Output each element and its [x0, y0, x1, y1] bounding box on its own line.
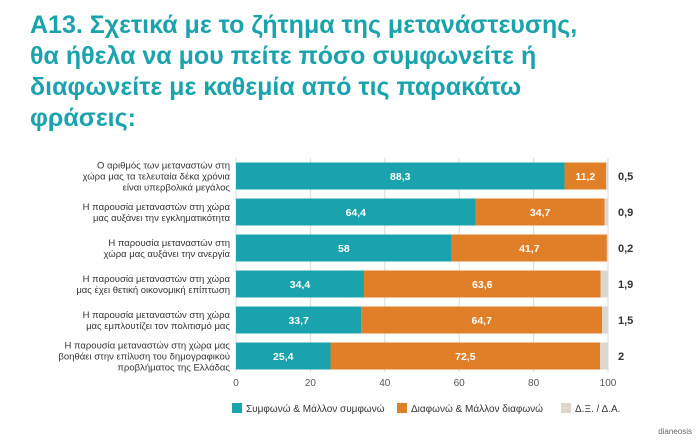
- x-tick-label: 100: [600, 378, 617, 389]
- category-label: Η παρουσία μεταναστών στη χώρα μας: [64, 341, 230, 352]
- data-label: 63,6: [472, 279, 493, 291]
- legend-label: Συμφωνώ & Μάλλον συμφωνώ: [246, 403, 385, 415]
- data-label: 0,9: [618, 207, 633, 219]
- legend-label: Διαφωνώ & Μάλλον διαφωνώ: [411, 403, 543, 415]
- category-label: μας έχει θετική οικονομική επίπτωση: [76, 285, 230, 296]
- bar-segment: [475, 198, 605, 226]
- data-label: 2: [618, 351, 624, 363]
- category-label: προβλήματος της Ελλάδας: [117, 363, 230, 374]
- data-label: 64,7: [471, 315, 492, 327]
- bar-segment: [236, 198, 476, 226]
- data-label: 33,7: [288, 315, 309, 327]
- data-label: 1,9: [618, 279, 633, 291]
- title-line: θα ήθελα να μου πείτε πόσο συμφωνείτε ή: [30, 42, 537, 70]
- category-label: χώρα μας αυξάνει την ανεργία: [104, 249, 231, 260]
- category-label: είναι υπερβολικά μεγάλος: [123, 183, 231, 194]
- x-tick-label: 80: [528, 378, 540, 389]
- data-label: 34,4: [290, 279, 311, 291]
- x-tick-label: 0: [233, 378, 239, 389]
- data-label: 88,3: [390, 171, 411, 183]
- category-label: Η παρουσία μεταναστών στη χώρα: [83, 274, 231, 285]
- data-label: 11,2: [575, 171, 595, 183]
- data-label: 41,7: [519, 243, 540, 255]
- bar-segment: [330, 342, 601, 370]
- bar-segment: [600, 342, 608, 370]
- legend-label: Δ.Ξ. / Δ.Α.: [575, 404, 620, 415]
- x-tick-label: 40: [379, 378, 391, 389]
- data-label: 58: [338, 243, 350, 255]
- data-label: 0,5: [618, 171, 633, 183]
- bar-segment: [604, 198, 608, 226]
- data-label: 64,4: [346, 207, 367, 219]
- x-tick-label: 20: [305, 378, 317, 389]
- category-label: Η παρουσία μεταναστών στη: [108, 238, 230, 249]
- data-label: 34,7: [530, 207, 551, 219]
- bar-segment: [236, 342, 331, 370]
- data-label: 1,5: [618, 315, 633, 327]
- title-line: φράσεις:: [30, 104, 136, 132]
- bar-segment: [236, 162, 565, 190]
- category-label: χώρα μας τα τελευταία δέκα χρόνια: [83, 172, 231, 183]
- chart-title: Α13. Σχετικά με το ζήτημα της μετανάστευ…: [30, 10, 650, 134]
- bar-segment: [361, 306, 603, 334]
- bar-segment: [236, 270, 364, 298]
- category-label: Η παρουσία μεταναστών στη χώρα: [83, 202, 231, 213]
- category-label: βοηθάει στην επίλυση του δημογραφικού: [58, 352, 230, 363]
- bar-segment: [236, 306, 362, 334]
- bar-segment: [602, 306, 608, 334]
- legend-swatch: [232, 403, 242, 413]
- data-label: 0,2: [618, 243, 633, 255]
- bar-segment: [606, 234, 608, 262]
- bar-segment: [363, 270, 601, 298]
- data-label: 25,4: [273, 351, 294, 363]
- x-tick-label: 60: [454, 378, 466, 389]
- bar-segment: [564, 162, 607, 190]
- title-line: Α13. Σχετικά με το ζήτημα της μετανάστευ…: [30, 11, 578, 39]
- category-label: μας αυξάνει την εγκληματικότητα: [93, 213, 231, 224]
- title-line: διαφωνείτε με καθεμία από τις παρακάτω: [30, 73, 522, 101]
- legend-swatch: [397, 403, 407, 413]
- category-label: μας εμπλουτίζει τον πολιτισμό μας: [86, 321, 230, 332]
- legend-swatch: [561, 403, 571, 413]
- category-label: Ο αριθμός των μεταναστών στη: [97, 161, 230, 172]
- bar-segment: [236, 234, 452, 262]
- bar-segment: [451, 234, 607, 262]
- bar-segment: [606, 162, 608, 190]
- data-label: 72,5: [455, 351, 476, 363]
- bar-segment: [600, 270, 608, 298]
- category-label: Η παρουσία μεταναστών στη χώρα: [83, 310, 231, 321]
- source-label: dianeosis: [658, 427, 692, 436]
